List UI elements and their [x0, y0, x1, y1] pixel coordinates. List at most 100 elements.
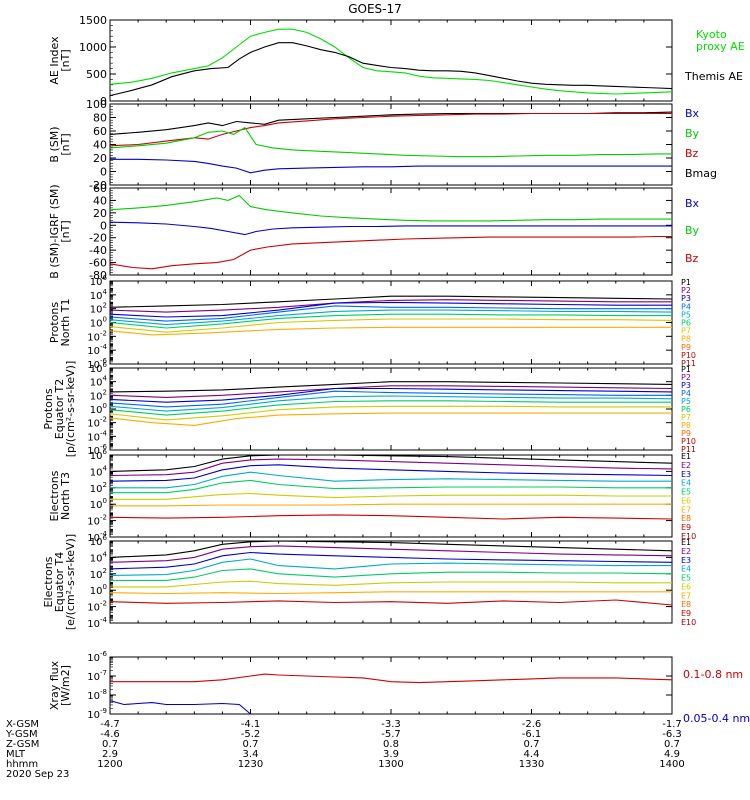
series-line — [110, 492, 672, 500]
y-axis-label: Protons — [42, 388, 55, 429]
y-tick-label: 20 — [93, 207, 107, 220]
ephemeris-value: -4.6 — [100, 729, 120, 740]
y-axis-label: Equator T2 — [53, 379, 66, 439]
legend-entry: P11 — [681, 445, 696, 454]
series-line — [110, 479, 672, 494]
y-tick-label: 100 — [90, 583, 107, 597]
series-line — [109, 540, 673, 558]
legend-entry: P4 — [681, 389, 691, 398]
ephemeris-table: X-GSM -4.7 -4.1 -3.3 -2.6 -1.7 Y-GSM -4.6 -5.2 -5… — [5, 719, 685, 780]
legend-entry: P2 — [681, 286, 691, 295]
series-line — [109, 458, 673, 477]
legend-entry: E1 — [681, 538, 691, 547]
legend-entry: P2 — [681, 373, 691, 382]
legend-entry: By — [685, 224, 700, 237]
y-tick-label: 10-2 — [87, 514, 107, 528]
legend-entry: E9 — [681, 523, 691, 532]
y-tick-label: 10-2 — [87, 600, 107, 614]
legend-entry: E7 — [681, 591, 691, 600]
ephemeris-value: 1230 — [238, 759, 263, 770]
y-axis-label: B (SM) — [48, 126, 61, 162]
series-line — [109, 412, 672, 426]
panel-frame — [109, 19, 673, 102]
y-tick-label: -20 — [89, 179, 107, 192]
y-tick-label: 60 — [93, 125, 107, 138]
legend-entry: P6 — [681, 405, 691, 414]
y-tick-label: -20 — [89, 232, 107, 245]
ephemeris-value: -1.7 — [662, 719, 682, 730]
legend-entry: P1 — [681, 278, 691, 287]
y-axis-label: North T1 — [59, 299, 72, 347]
series-line — [109, 299, 672, 313]
legend-entry: E5 — [681, 488, 691, 497]
legend-entry: Bx — [685, 107, 700, 120]
ephemeris-value: 4.9 — [664, 749, 680, 760]
series-line — [109, 599, 673, 606]
ephemeris-value: 0.7 — [243, 739, 259, 750]
y-tick-label: 10-4 — [87, 343, 107, 357]
legend-entry: P3 — [681, 381, 691, 390]
ephemeris-value: -2.6 — [522, 719, 542, 730]
y-tick-label: 10-6 — [87, 650, 107, 664]
legend-entry: E7 — [681, 505, 691, 514]
y-tick-label: 0 — [100, 166, 107, 179]
legend-entry: Bz — [685, 147, 699, 160]
y-tick-label: 60 — [93, 182, 107, 195]
ephemeris-value: 1300 — [378, 759, 403, 770]
ephemeris-value: 1200 — [97, 759, 122, 770]
legend-entry: E8 — [681, 514, 691, 523]
legend-entry: P4 — [681, 302, 691, 311]
series-line — [109, 28, 673, 95]
y-tick-label: 104 — [90, 550, 108, 564]
series-line — [109, 400, 672, 416]
y-axis-label: Electrons — [48, 470, 61, 521]
series-line — [109, 558, 672, 576]
y-tick-label: 104 — [90, 375, 108, 389]
series-line — [109, 454, 673, 472]
ephemeris-value: -5.2 — [241, 729, 261, 740]
legend-entry: P10 — [681, 437, 696, 446]
y-tick-label: 500 — [86, 68, 107, 81]
y-tick-label: 100 — [90, 497, 107, 511]
legend-entry: E10 — [681, 532, 696, 541]
y-tick-label: -60 — [89, 257, 107, 270]
y-tick-label: 20 — [93, 152, 107, 165]
legend-entry: P5 — [681, 397, 691, 406]
series-line — [109, 464, 673, 482]
series-line — [109, 194, 672, 222]
y-tick-label: 10-7 — [87, 669, 107, 683]
y-axis-label: [p/(cm²-s-sr-keV)] — [64, 361, 77, 458]
series-line — [109, 235, 672, 270]
ephemeris-value: -4.1 — [241, 719, 261, 730]
series-line — [109, 545, 673, 563]
y-tick-label: -80 — [89, 269, 107, 282]
y-tick-label: 10-8 — [87, 688, 107, 702]
legend-entry: E2 — [681, 461, 691, 470]
ephemeris-value: -4.7 — [100, 719, 120, 730]
y-tick-label: 1500 — [79, 14, 107, 27]
y-tick-label: 80 — [93, 112, 107, 125]
series-line — [109, 42, 673, 97]
legend-entry: Bz — [685, 252, 699, 265]
panel-frame — [109, 656, 673, 715]
series-line — [109, 313, 672, 329]
y-tick-label: 0 — [100, 95, 107, 108]
legend-entry: P8 — [681, 335, 691, 344]
series-line — [109, 295, 673, 308]
y-tick-label: 102 — [90, 481, 107, 495]
series-line — [110, 580, 672, 588]
y-tick-label: 106 — [90, 361, 108, 375]
legend-entry: E4 — [681, 565, 691, 574]
series-line — [110, 158, 672, 174]
ephemeris-value: 4.4 — [524, 749, 540, 760]
series-line — [110, 673, 673, 684]
y-tick-label: 106 — [90, 534, 108, 548]
series-line — [109, 591, 672, 595]
series-line — [109, 387, 673, 403]
ephemeris-value: -5.7 — [381, 729, 401, 740]
y-tick-label: 100 — [90, 402, 107, 416]
